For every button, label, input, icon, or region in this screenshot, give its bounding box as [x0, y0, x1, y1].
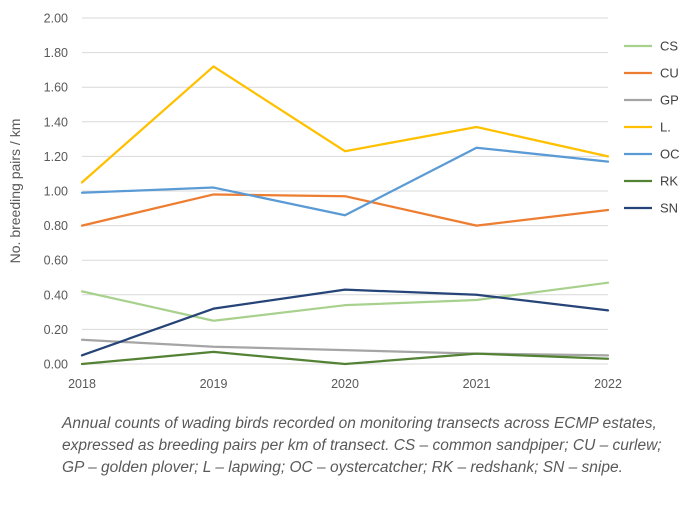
- legend-label: RK: [660, 174, 678, 189]
- y-tick-label: 1.60: [44, 81, 68, 95]
- series-line-cu: [80, 193, 610, 227]
- series-line-gp: [80, 338, 610, 357]
- x-tick-label: 2020: [331, 377, 359, 391]
- line-chart: 0.00 0.20 0.40 0.60 0.80 1.00 1.20 1.40 1.60 1.80…: [7, 12, 680, 392]
- figure-caption: Annual counts of wading birds recorded o…: [62, 415, 662, 476]
- legend-label: GP: [660, 93, 679, 108]
- y-tick-label: 2.00: [44, 12, 68, 26]
- y-tick-label: 1.40: [44, 115, 68, 129]
- x-tick-label: 2021: [463, 377, 491, 391]
- legend-label: OC: [660, 147, 680, 162]
- y-tick-label: 1.80: [44, 46, 68, 60]
- series-line-l: [80, 65, 610, 184]
- series-line-cs: [80, 281, 610, 322]
- y-axis-ticks: 0.00 0.20 0.40 0.60 0.80 1.00 1.20 1.40 1.60 1.80…: [44, 12, 68, 372]
- x-tick-label: 2018: [68, 377, 96, 391]
- y-tick-label: 0.20: [44, 323, 68, 337]
- gridlines: [82, 17, 608, 365]
- series-line-rk: [80, 350, 610, 366]
- legend-label: SN: [660, 201, 678, 216]
- y-tick-label: 0.40: [44, 288, 68, 302]
- y-axis-label: No. breeding pairs / km: [7, 119, 23, 264]
- legend-label: L.: [660, 120, 671, 135]
- series-lines: [80, 65, 610, 366]
- y-tick-label: 1.00: [44, 185, 68, 199]
- y-tick-label: 0.00: [44, 358, 68, 372]
- y-tick-label: 0.80: [44, 219, 68, 233]
- legend-label: CU: [660, 66, 679, 81]
- y-tick-label: 1.20: [44, 150, 68, 164]
- y-tick-label: 0.60: [44, 254, 68, 268]
- x-axis-ticks: 2018 2019 2020 2021 2022: [68, 377, 622, 391]
- series-line-oc: [80, 146, 610, 217]
- legend-label: CS: [660, 39, 678, 54]
- series-line-sn: [80, 288, 610, 357]
- legend: CS CU GP L. OC RK SN: [624, 39, 680, 216]
- x-tick-label: 2019: [200, 377, 228, 391]
- x-tick-label: 2022: [594, 377, 622, 391]
